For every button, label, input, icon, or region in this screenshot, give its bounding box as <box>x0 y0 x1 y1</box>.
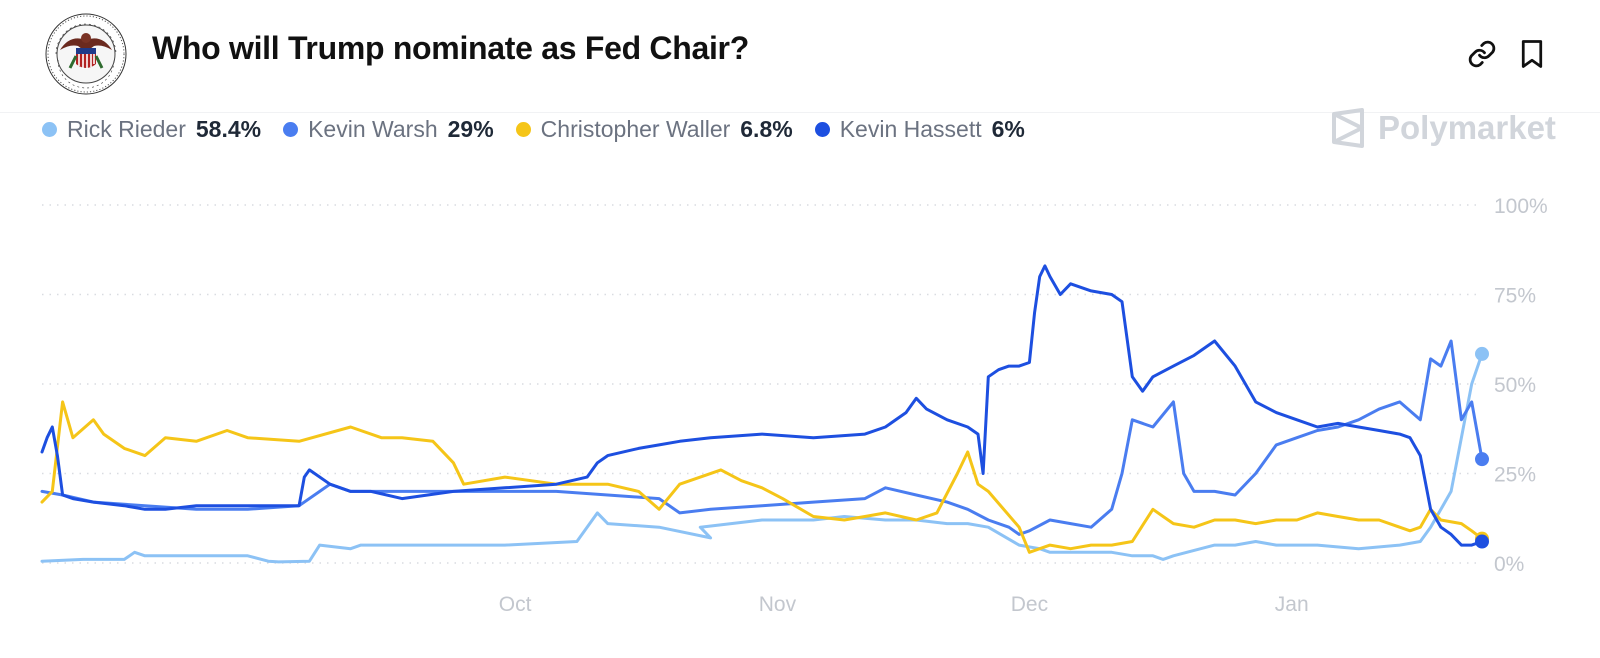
x-tick-label: Nov <box>759 593 797 616</box>
page-title: Who will Trump nominate as Fed Chair? <box>152 30 749 66</box>
legend-item-rick-rieder[interactable]: Rick Rieder 58.4% <box>42 116 261 143</box>
y-tick-label: 0% <box>1494 553 1524 576</box>
legend-dot <box>814 122 830 137</box>
polymarket-logo-icon <box>1332 108 1364 148</box>
legend-dot <box>515 122 531 137</box>
legend-name: Rick Rieder <box>67 116 186 142</box>
series-end-marker <box>1475 346 1489 361</box>
x-tick-label: Oct <box>499 593 532 616</box>
legend-item-kevin-hassett[interactable]: Kevin Hassett 6% <box>814 116 1025 143</box>
market-header: Who will Trump nominate as Fed Chair? <box>0 0 1600 110</box>
x-tick-label: Dec <box>1011 593 1048 616</box>
price-history-chart[interactable]: 0% 25% 50% 75% 100% Oct Nov Dec Jan <box>0 150 1600 630</box>
legend-name: Kevin Hassett <box>839 116 982 142</box>
series-line-kevin-hassett <box>40 264 1484 547</box>
legend-value: 6% <box>991 116 1025 142</box>
bookmark-icon <box>1521 40 1543 68</box>
series-end-marker <box>1475 452 1489 467</box>
legend-name: Christopher Waller <box>540 116 731 142</box>
legend-dot <box>42 122 57 137</box>
y-tick-label: 75% <box>1494 285 1536 308</box>
link-icon <box>1468 40 1496 68</box>
chart-legend: Rick Rieder 58.4% Kevin Warsh 29% Christ… <box>42 116 1047 143</box>
legend-item-christopher-waller[interactable]: Christopher Waller 6.8% <box>515 116 793 143</box>
y-tick-label: 25% <box>1494 464 1536 487</box>
y-tick-label: 100% <box>1494 195 1548 218</box>
bookmark-button[interactable] <box>1512 34 1552 74</box>
series-end-marker <box>1475 534 1489 549</box>
copy-link-button[interactable] <box>1462 34 1502 74</box>
legend-value: 58.4% <box>195 116 262 142</box>
legend-value: 29% <box>447 116 494 142</box>
legend-item-kevin-warsh[interactable]: Kevin Warsh 29% <box>283 116 494 143</box>
y-tick-label: 50% <box>1494 374 1536 397</box>
series-line-christopher-waller <box>40 400 1484 554</box>
legend-dot <box>283 122 299 137</box>
fed-seal-logo <box>44 12 128 96</box>
legend-name: Kevin Warsh <box>308 116 438 142</box>
brand-name: Polymarket <box>1378 109 1556 146</box>
x-tick-label: Jan <box>1275 593 1309 616</box>
legend-value: 6.8% <box>740 116 793 142</box>
polymarket-watermark: Polymarket <box>1330 108 1556 148</box>
header-divider <box>0 112 1600 113</box>
